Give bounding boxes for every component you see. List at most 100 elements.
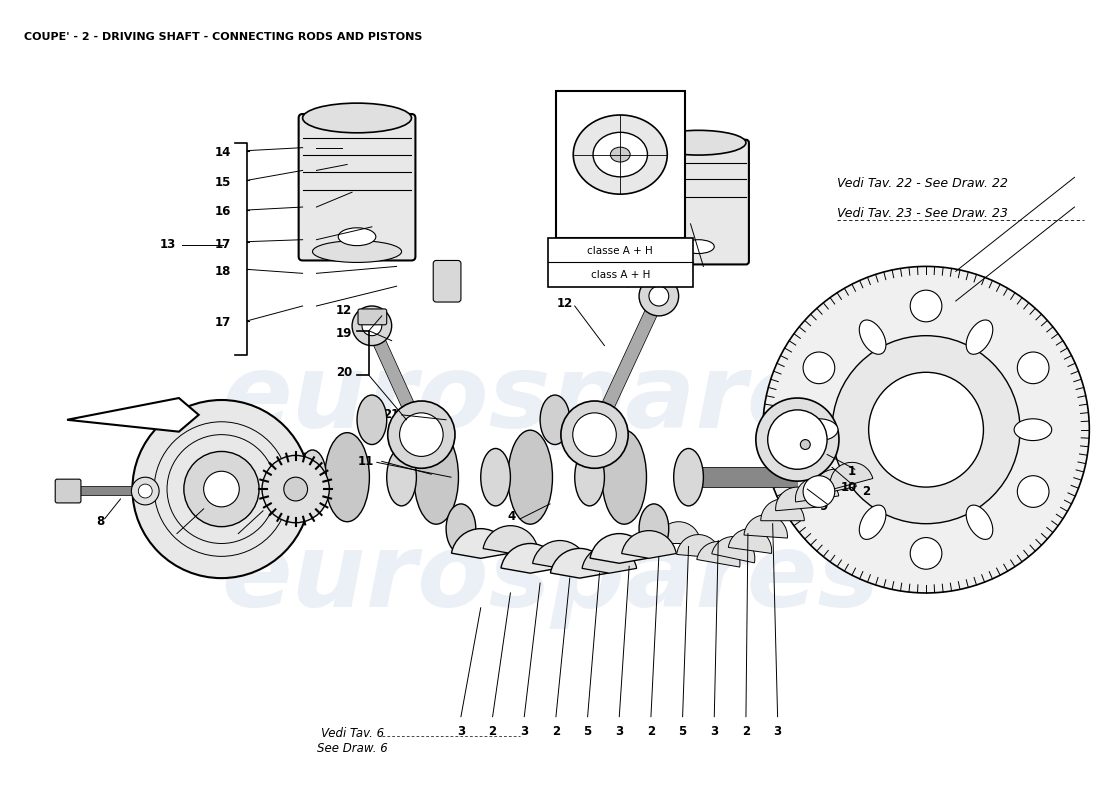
Ellipse shape	[302, 103, 411, 133]
Circle shape	[184, 451, 260, 526]
Text: 3: 3	[456, 725, 465, 738]
Circle shape	[1018, 476, 1049, 507]
Circle shape	[139, 484, 152, 498]
Ellipse shape	[639, 504, 669, 554]
Wedge shape	[451, 529, 510, 558]
Circle shape	[561, 401, 628, 468]
Ellipse shape	[540, 395, 570, 445]
Ellipse shape	[966, 505, 993, 539]
Text: 6: 6	[229, 530, 238, 543]
Text: 1: 1	[848, 465, 856, 478]
Text: 21: 21	[383, 408, 399, 422]
Text: 14: 14	[214, 146, 231, 159]
Wedge shape	[590, 534, 649, 563]
Wedge shape	[795, 477, 838, 502]
Ellipse shape	[966, 320, 993, 354]
Ellipse shape	[683, 240, 714, 254]
Wedge shape	[813, 470, 856, 495]
Ellipse shape	[1014, 419, 1052, 441]
Wedge shape	[712, 537, 755, 563]
Wedge shape	[728, 529, 772, 554]
Circle shape	[399, 413, 443, 457]
Text: 5: 5	[679, 725, 686, 738]
Ellipse shape	[414, 430, 459, 524]
Text: 20: 20	[336, 366, 352, 378]
Ellipse shape	[574, 449, 604, 506]
FancyBboxPatch shape	[298, 114, 416, 261]
Text: 18: 18	[214, 265, 231, 278]
Wedge shape	[657, 522, 701, 543]
Circle shape	[573, 413, 616, 457]
Circle shape	[756, 398, 839, 481]
Ellipse shape	[610, 147, 630, 162]
Text: 2: 2	[862, 485, 871, 498]
Text: eurospares: eurospares	[221, 528, 879, 629]
Text: 4: 4	[507, 510, 516, 523]
Circle shape	[832, 336, 1020, 524]
Ellipse shape	[859, 320, 886, 354]
Text: 15: 15	[214, 176, 231, 189]
Text: 17: 17	[216, 316, 231, 330]
Text: Vedi Tav. 22 - See Draw. 22: Vedi Tav. 22 - See Draw. 22	[837, 178, 1008, 190]
Circle shape	[649, 286, 669, 306]
Text: 7: 7	[168, 530, 176, 543]
Text: 3: 3	[615, 725, 624, 738]
Ellipse shape	[673, 449, 703, 506]
Circle shape	[284, 477, 308, 501]
Circle shape	[869, 372, 983, 487]
Text: 2: 2	[488, 725, 497, 738]
Wedge shape	[696, 542, 740, 567]
Wedge shape	[676, 534, 720, 558]
Ellipse shape	[573, 115, 668, 194]
Text: 19: 19	[336, 327, 352, 340]
Text: 2: 2	[552, 725, 560, 738]
Text: 3: 3	[520, 725, 528, 738]
Text: class A + H: class A + H	[591, 270, 650, 280]
Ellipse shape	[447, 504, 476, 554]
Circle shape	[1018, 352, 1049, 384]
Circle shape	[131, 477, 160, 505]
Ellipse shape	[593, 132, 648, 177]
Circle shape	[639, 276, 679, 316]
Circle shape	[801, 439, 811, 450]
Wedge shape	[761, 499, 804, 521]
Text: 2: 2	[741, 725, 750, 738]
FancyBboxPatch shape	[55, 479, 81, 503]
Circle shape	[910, 290, 942, 322]
Text: 12: 12	[557, 297, 573, 310]
Text: 3: 3	[773, 725, 782, 738]
Ellipse shape	[481, 449, 510, 506]
Text: 5: 5	[583, 725, 592, 738]
FancyBboxPatch shape	[648, 140, 749, 265]
Text: 17: 17	[216, 238, 231, 251]
Text: 2: 2	[647, 725, 654, 738]
FancyBboxPatch shape	[433, 261, 461, 302]
Text: Vedi Tav. 6
See Draw. 6: Vedi Tav. 6 See Draw. 6	[317, 726, 387, 754]
Circle shape	[803, 352, 835, 384]
Text: 13: 13	[679, 214, 695, 226]
Wedge shape	[776, 487, 820, 510]
Circle shape	[362, 316, 382, 336]
Text: 13: 13	[160, 238, 176, 251]
Circle shape	[910, 538, 942, 570]
Circle shape	[762, 266, 1089, 593]
Text: 10: 10	[840, 481, 857, 494]
FancyBboxPatch shape	[556, 91, 684, 238]
Ellipse shape	[298, 450, 327, 505]
FancyBboxPatch shape	[548, 238, 693, 287]
Wedge shape	[500, 543, 560, 573]
Ellipse shape	[801, 419, 838, 441]
Wedge shape	[532, 541, 587, 568]
Ellipse shape	[508, 430, 552, 524]
Text: 9: 9	[820, 500, 827, 514]
Wedge shape	[621, 530, 676, 558]
Ellipse shape	[387, 449, 417, 506]
Wedge shape	[582, 546, 637, 573]
Ellipse shape	[324, 433, 370, 522]
Ellipse shape	[338, 228, 376, 246]
Wedge shape	[744, 514, 788, 538]
Text: 16: 16	[214, 206, 231, 218]
Circle shape	[803, 476, 835, 507]
Text: classe A + H: classe A + H	[587, 246, 653, 255]
Ellipse shape	[602, 430, 647, 524]
